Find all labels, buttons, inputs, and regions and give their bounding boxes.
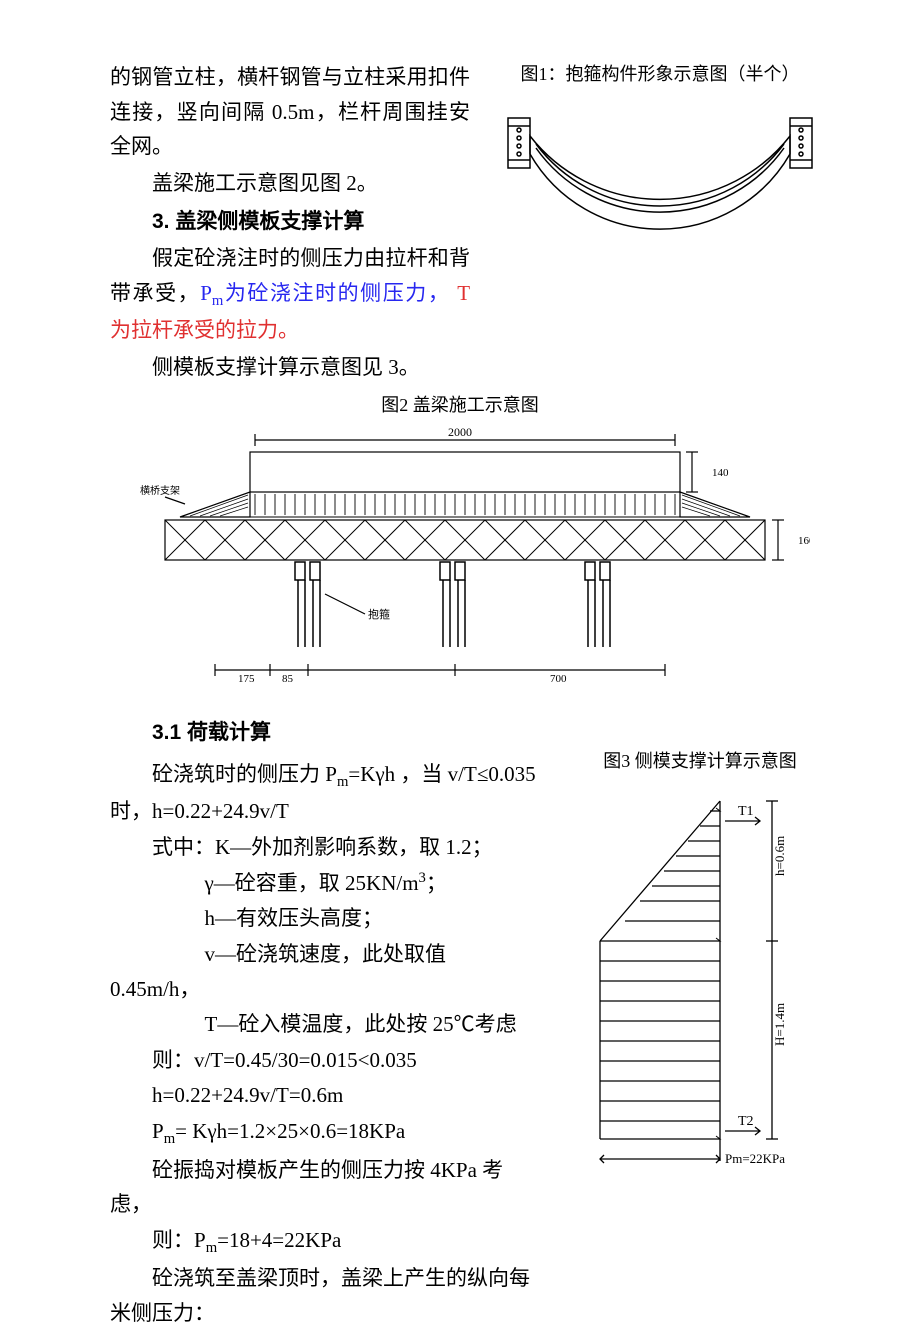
heading-3: 3. 盖梁侧模板支撑计算 [110,205,470,240]
svg-text:抱箍: 抱箍 [368,607,390,621]
svg-text:2000: 2000 [448,425,472,439]
svg-text:h=0.6m: h=0.6m [772,835,787,875]
figure-2-caption: 图2 盖梁施工示意图 [110,391,810,421]
svg-text:700: 700 [550,673,567,685]
svg-text:横桥支架: 横桥支架 [140,484,180,497]
calc-line: h=0.22+24.9v/T=0.6m [110,1078,540,1113]
svg-text:140: 140 [712,467,729,479]
figure-1-svg [490,96,830,306]
calc-line: 砼浇筑时的侧压力 Pm=Kγh ，当 v/T≤0.035时，h=0.22+24.… [110,757,540,829]
text-blue: Pm为砼浇注时的侧压力， [200,281,450,305]
calc-line: 砼浇筑至盖梁顶时，盖梁上产生的纵向每米侧压力： [110,1261,540,1330]
svg-text:Pm=22KPa: Pm=22KPa [725,1151,785,1166]
figure-3: 图3 侧模支撑计算示意图 [560,747,840,1191]
svg-text:85: 85 [282,673,294,685]
svg-text:175: 175 [238,673,255,685]
figure-3-svg: T1 T2 h=0.6m H=1.4m [560,781,800,1181]
calc-line: γ—砼容重，取 25KN/m3； [110,866,540,901]
paragraph: 假定砼浇注时的侧压力由拉杆和背带承受，Pm为砼浇注时的侧压力， T 为拉杆承受的… [110,241,470,348]
calc-line: Pm= Kγh=1.2×25×0.6=18KPa [110,1114,540,1151]
paragraph: 的钢管立柱，横杆钢管与立柱采用扣件连接，竖向间隔 0.5m，栏杆周围挂安全网。 [110,60,470,164]
top-section: 图1：抱箍构件形象示意图（半个） [110,60,810,385]
calc-line: T—砼入模温度，此处按 25℃考虑 [110,1007,540,1042]
calc-line: h—有效压头高度； [110,901,540,936]
figure-1: 图1：抱箍构件形象示意图（半个） [490,60,830,316]
figure-2-svg: 2000 140 [110,422,810,702]
figure-3-caption: 图3 侧模支撑计算示意图 [560,747,840,777]
paragraph: 盖梁施工示意图见图 2。 [110,166,470,201]
section-3-1: 3.1 荷载计算 图3 侧模支撑计算示意图 [110,716,810,1330]
top-text: 的钢管立柱，横杆钢管与立柱采用扣件连接，竖向间隔 0.5m，栏杆周围挂安全网。 … [110,60,470,385]
figure-1-caption: 图1：抱箍构件形象示意图（半个） [490,60,830,90]
section-3-1-text: 砼浇筑时的侧压力 Pm=Kγh ，当 v/T≤0.035时，h=0.22+24.… [110,757,540,1331]
calc-line: 则：v/T=0.45/30=0.015<0.035 [110,1043,540,1078]
paragraph: 侧模板支撑计算示意图见 3。 [110,350,470,385]
calc-line: 则：Pm=18+4=22KPa [110,1223,540,1260]
svg-text:T1: T1 [738,804,754,819]
calc-line: 式中：K—外加剂影响系数，取 1.2； [110,830,540,865]
svg-text:H=1.4m: H=1.4m [772,1002,787,1045]
calc-line: 砼振捣对模板产生的侧压力按 4KPa 考虑， [110,1153,540,1222]
svg-text:160: 160 [798,535,810,547]
calc-line: v—砼浇筑速度，此处取值 0.45m/h， [110,937,540,1006]
heading-3-1: 3.1 荷载计算 [110,716,810,751]
svg-text:T2: T2 [738,1114,754,1129]
